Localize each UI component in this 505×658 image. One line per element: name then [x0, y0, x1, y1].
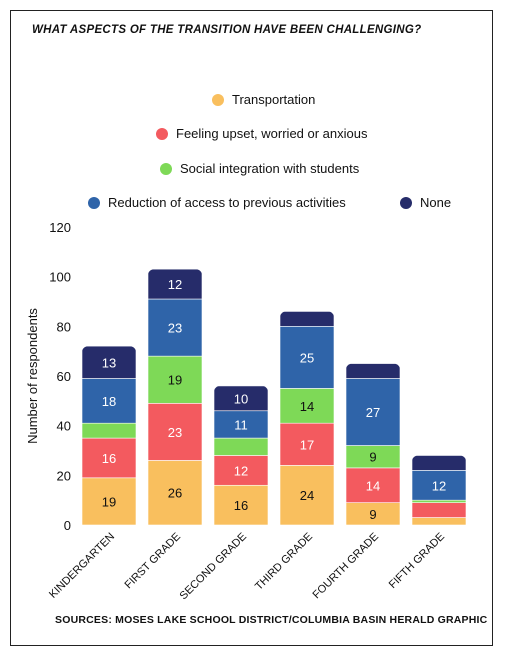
bar-segment-kindergarten-social-integration-with-students	[82, 422, 136, 439]
bar-segment-third-grade-feeling-upset-worried-or-anxious	[280, 422, 334, 466]
bar-segment-fifth-grade-social-integration-with-students	[412, 499, 466, 503]
data-label-first-grade-reduction-of-access-to-previous-activities: 23	[168, 321, 182, 336]
legend-label-feeling-upset: Feeling upset, worried or anxious	[176, 126, 368, 141]
data-label-first-grade-feeling-upset-worried-or-anxious: 23	[168, 425, 182, 440]
bar-segment-third-grade-social-integration-with-students	[280, 388, 334, 424]
data-label-second-grade-feeling-upset-worried-or-anxious: 12	[234, 463, 248, 478]
x-tick-label-third-grade: THIRD GRADE	[253, 531, 315, 593]
data-label-third-grade-transportation: 24	[300, 488, 314, 503]
legend-item-feeling-upset: Feeling upset, worried or anxious	[156, 126, 368, 141]
legend-item-reduction-access: Reduction of access to previous activiti…	[88, 195, 346, 210]
data-label-fifth-grade-reduction-of-access-to-previous-activities: 12	[432, 478, 446, 493]
data-label-fourth-grade-feeling-upset-worried-or-anxious: 14	[366, 478, 380, 493]
legend-swatch-social-integration	[160, 162, 172, 175]
data-label-kindergarten-none: 13	[102, 355, 116, 370]
legend-swatch-transportation	[212, 93, 224, 106]
data-label-third-grade-social-integration-with-students: 14	[300, 399, 314, 414]
data-label-fourth-grade-transportation: 9	[369, 507, 376, 522]
data-label-fourth-grade-social-integration-with-students: 9	[369, 450, 376, 465]
x-tick-label-fourth-grade: FOURTH GRADE	[311, 531, 382, 602]
y-axis-label: Number of respondents	[25, 308, 40, 444]
x-tick-label-kindergarten: KINDERGARTEN	[47, 531, 117, 601]
bar-segment-first-grade-transportation	[148, 460, 202, 526]
x-tick-label-first-grade: FIRST GRADE	[122, 531, 183, 592]
data-label-second-grade-none: 10	[234, 391, 248, 406]
legend-label-transportation: Transportation	[232, 92, 316, 107]
bar-segment-second-grade-none	[214, 385, 268, 412]
legend-swatch-reduction-access	[88, 196, 100, 209]
legend-item-none: None	[400, 195, 451, 210]
legend-label-social-integration: Social integration with students	[180, 161, 360, 176]
bar-segment-second-grade-social-integration-with-students	[214, 437, 268, 456]
bar-segment-fifth-grade-reduction-of-access-to-previous-activities	[412, 470, 466, 501]
bar-segment-third-grade-none	[280, 311, 334, 327]
legend-item-transportation: Transportation	[212, 92, 315, 107]
y-tick-label: 0	[64, 518, 71, 533]
data-label-third-grade-feeling-upset-worried-or-anxious: 17	[300, 437, 314, 452]
data-label-second-grade-reduction-of-access-to-previous-activities: 11	[234, 417, 248, 432]
x-tick-label-fifth-grade: FIFTH GRADE	[387, 531, 447, 591]
bar-segment-fourth-grade-reduction-of-access-to-previous-activities	[346, 378, 400, 446]
legend-swatch-feeling-upset	[156, 127, 168, 140]
bar-segment-first-grade-feeling-upset-worried-or-anxious	[148, 403, 202, 461]
bar-segment-fifth-grade-none	[412, 455, 466, 471]
data-label-first-grade-social-integration-with-students: 19	[168, 373, 182, 388]
bar-segment-first-grade-none	[148, 269, 202, 300]
bar-segment-fourth-grade-feeling-upset-worried-or-anxious	[346, 467, 400, 503]
chart-title: WHAT ASPECTS OF THE TRANSITION HAVE BEEN…	[32, 24, 422, 36]
x-tick-label-second-grade: SECOND GRADE	[178, 531, 250, 603]
bar-segment-second-grade-reduction-of-access-to-previous-activities	[214, 410, 268, 439]
data-label-kindergarten-transportation: 19	[102, 494, 116, 509]
data-label-kindergarten-feeling-upset-worried-or-anxious: 16	[102, 451, 116, 466]
bar-stack-kindergarten	[82, 346, 136, 526]
data-label-second-grade-transportation: 16	[234, 498, 248, 513]
source-note: SOURCES: MOSES LAKE SCHOOL DISTRICT/COLU…	[55, 614, 488, 626]
data-label-third-grade-reduction-of-access-to-previous-activities: 25	[300, 350, 314, 365]
chart-frame	[10, 10, 493, 646]
legend-item-social-integration: Social integration with students	[160, 161, 359, 176]
data-label-fourth-grade-reduction-of-access-to-previous-activities: 27	[366, 405, 380, 420]
bar-segment-kindergarten-feeling-upset-worried-or-anxious	[82, 437, 136, 479]
legend-label-none: None	[420, 195, 452, 210]
bar-stack-fourth-grade	[346, 363, 400, 526]
data-label-first-grade-transportation: 26	[168, 486, 182, 501]
data-label-first-grade-none: 12	[168, 277, 182, 292]
data-label-kindergarten-reduction-of-access-to-previous-activities: 18	[102, 394, 116, 409]
y-tick-label: 100	[49, 270, 71, 285]
bar-stack-second-grade	[214, 385, 268, 526]
bar-segment-fourth-grade-none	[346, 363, 400, 379]
bar-segment-third-grade-reduction-of-access-to-previous-activities	[280, 326, 334, 389]
bar-segment-fifth-grade-transportation	[412, 517, 466, 526]
legend-swatch-none	[400, 196, 412, 209]
y-tick-label: 120	[49, 220, 71, 235]
y-tick-label: 20	[57, 468, 71, 483]
bar-segment-kindergarten-none	[82, 346, 136, 379]
y-tick-label: 40	[57, 419, 71, 434]
bar-stack-third-grade	[280, 311, 334, 526]
legend-label-reduction-access: Reduction of access to previous activiti…	[108, 195, 346, 210]
bar-segment-fifth-grade-feeling-upset-worried-or-anxious	[412, 502, 466, 518]
bar-stack-first-grade	[148, 269, 202, 526]
bar-segment-third-grade-transportation	[280, 465, 334, 526]
y-tick-label: 60	[57, 369, 71, 384]
bar-stack-fifth-grade	[412, 455, 466, 526]
y-tick-label: 80	[57, 319, 71, 334]
